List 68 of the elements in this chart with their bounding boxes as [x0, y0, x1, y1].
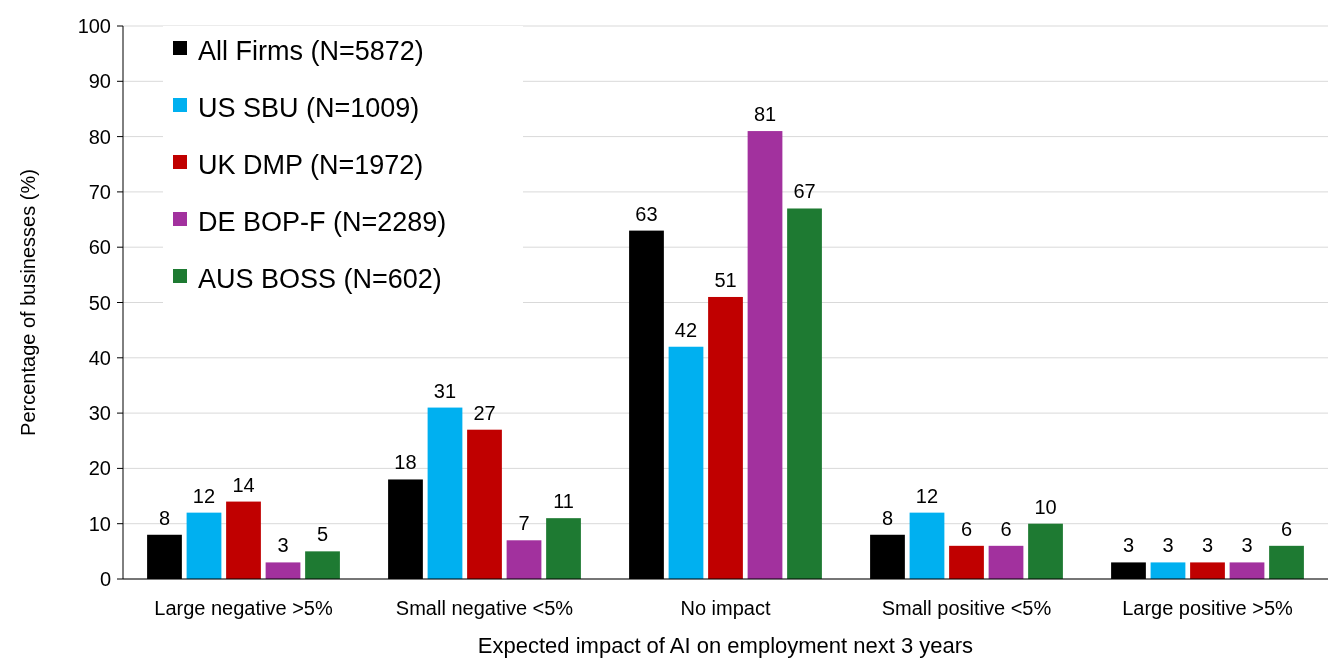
- bar: [546, 518, 581, 579]
- y-tick-label: 90: [88, 70, 111, 93]
- data-label: 27: [473, 401, 496, 424]
- bar: [427, 407, 463, 579]
- bar: [1190, 562, 1225, 579]
- data-label: 10: [1034, 495, 1057, 518]
- data-label: 11: [553, 490, 574, 513]
- y-tick-label: 70: [88, 180, 111, 203]
- bar: [668, 346, 704, 579]
- data-label: 14: [232, 473, 255, 496]
- bar: [467, 429, 502, 579]
- data-label: 12: [915, 484, 939, 507]
- y-tick-label: 40: [88, 346, 111, 369]
- data-label: 3: [1162, 534, 1174, 557]
- data-label: 3: [1122, 534, 1135, 557]
- x-tick-label: Small positive <5%: [881, 597, 1052, 619]
- bar: [708, 296, 743, 579]
- bar: [909, 512, 945, 579]
- data-label: 8: [158, 506, 171, 529]
- bar: [226, 501, 261, 579]
- legend-label: All Firms (N=5872): [198, 36, 424, 67]
- data-label: 6: [1280, 517, 1293, 540]
- y-tick-label: 30: [88, 402, 111, 425]
- data-label: 6: [960, 517, 973, 540]
- y-tick-label: 0: [99, 568, 111, 590]
- legend-label: US SBU (N=1009): [198, 93, 420, 124]
- bar: [1229, 562, 1265, 579]
- bar: [988, 545, 1024, 579]
- data-label: 18: [394, 451, 417, 474]
- x-tick-label: Small negative <5%: [395, 597, 574, 619]
- legend-label: UK DMP (N=1972): [198, 150, 424, 181]
- data-label: 81: [753, 103, 777, 126]
- bar: [949, 545, 984, 579]
- bar: [747, 131, 783, 579]
- data-label: 6: [1000, 517, 1012, 540]
- data-label: 42: [674, 318, 698, 341]
- legend-label: DE BOP-F (N=2289): [198, 207, 447, 238]
- y-tick-label: 80: [88, 125, 111, 148]
- data-label: 3: [277, 534, 289, 557]
- x-tick-label: Large positive >5%: [1122, 597, 1294, 619]
- bar: [1150, 562, 1186, 579]
- data-label: 8: [881, 506, 894, 529]
- y-tick-label: 60: [88, 236, 111, 259]
- data-label: 63: [635, 202, 658, 225]
- bar: [1028, 523, 1063, 579]
- data-label: 31: [433, 379, 457, 402]
- y-tick-label: 10: [88, 512, 111, 535]
- y-tick-label: 100: [77, 15, 111, 37]
- data-label: 3: [1201, 534, 1214, 557]
- bar: [1269, 545, 1304, 579]
- data-label: 67: [793, 180, 816, 203]
- data-label: 51: [714, 268, 737, 291]
- bar: [186, 512, 222, 579]
- data-label: 7: [518, 512, 530, 535]
- bar: [265, 562, 301, 579]
- x-axis-title: Expected impact of AI on employment next 3 years: [477, 633, 974, 658]
- x-tick-label: No impact: [680, 597, 771, 619]
- y-tick-label: 50: [88, 291, 111, 314]
- x-tick-label: Large negative >5%: [154, 597, 333, 619]
- y-tick-label: 20: [88, 457, 111, 480]
- legend-label: AUS BOSS (N=602): [198, 264, 442, 295]
- bar: [506, 540, 542, 579]
- data-label: 12: [192, 484, 216, 507]
- bar: [787, 208, 822, 579]
- bar: [305, 551, 340, 579]
- data-label: 5: [316, 523, 329, 546]
- data-label: 3: [1241, 534, 1253, 557]
- y-axis-title: Percentage of businesses (%): [17, 169, 39, 436]
